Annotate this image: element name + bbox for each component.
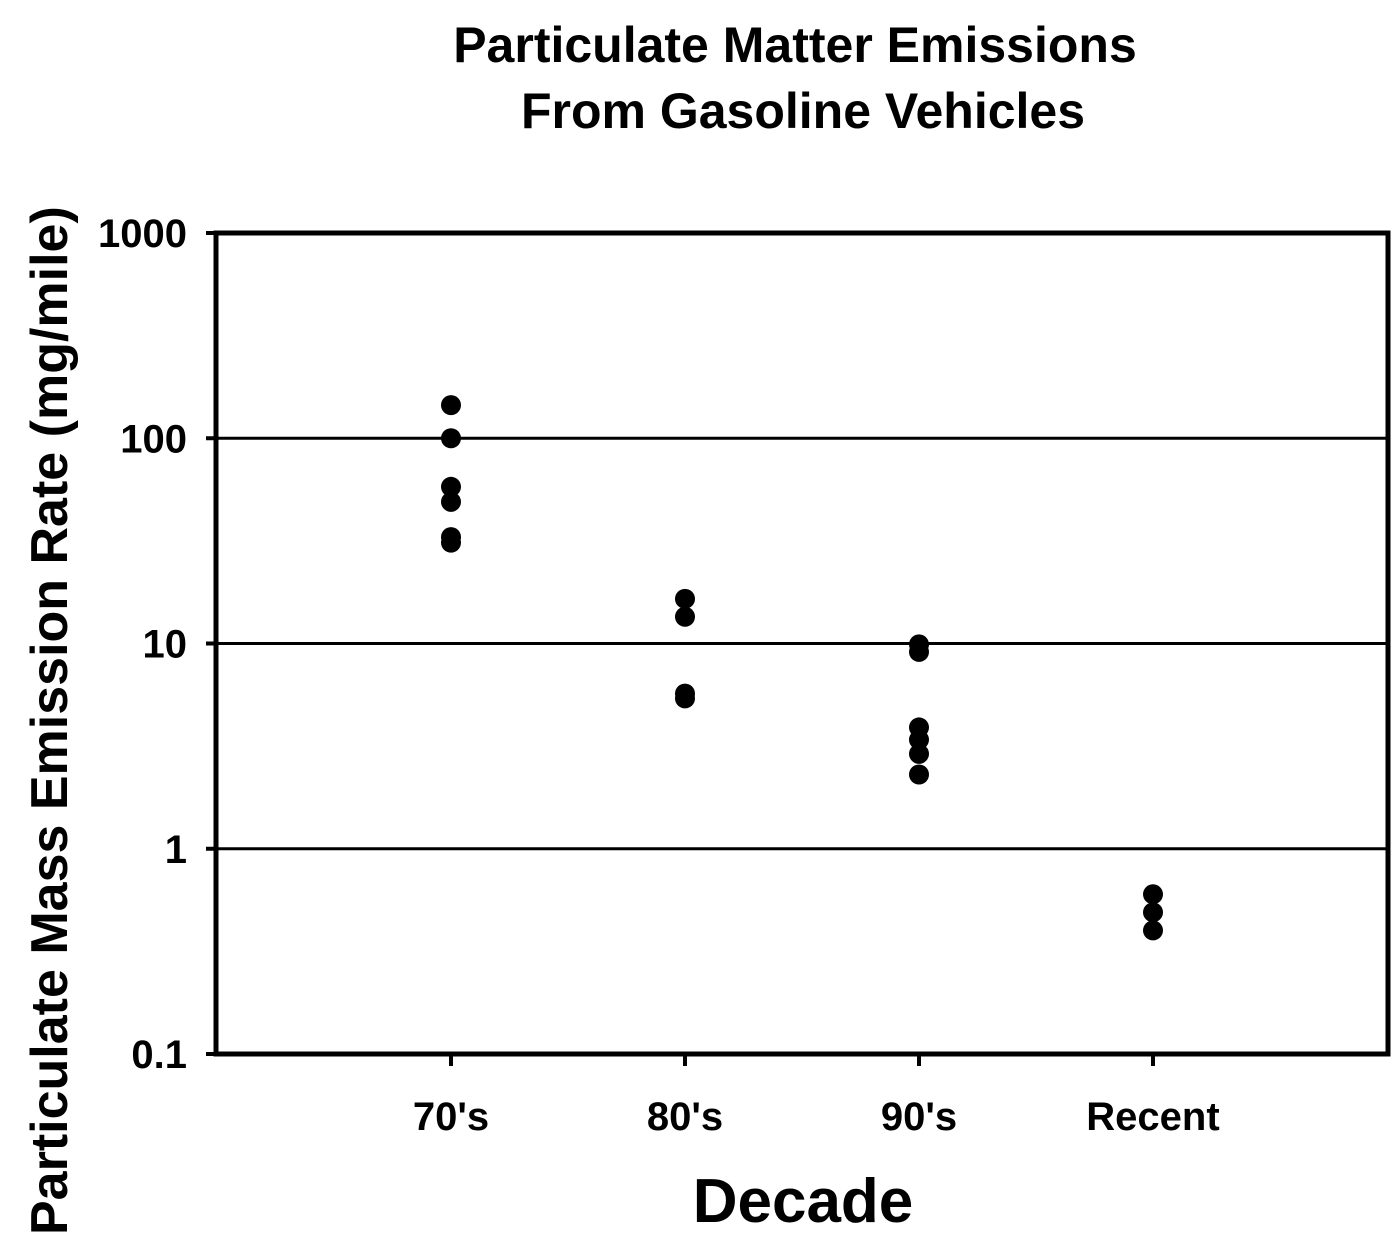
- chart-title: Particulate Matter Emissions From Gasoli…: [453, 17, 1137, 139]
- y-tick-label: 1: [165, 828, 187, 872]
- data-point: [441, 476, 461, 497]
- y-tick-label: 1000: [98, 212, 187, 256]
- data-point: [909, 641, 929, 662]
- data-point: [675, 688, 695, 709]
- y-tick-label: 0.1: [131, 1033, 187, 1077]
- x-tick-label: 70's: [413, 1095, 489, 1139]
- data-points: [441, 395, 1163, 941]
- data-point: [909, 743, 929, 764]
- x-axis-label: Decade: [693, 1167, 914, 1235]
- y-axis-label: Particulate Mass Emission Rate (mg/mile): [21, 206, 79, 1235]
- x-tick-label: Recent: [1086, 1095, 1219, 1139]
- gridlines: [216, 436, 1388, 851]
- x-tick-label: 80's: [647, 1095, 723, 1139]
- data-point: [441, 532, 461, 553]
- data-point: [675, 606, 695, 627]
- chart-title-line-2: From Gasoline Vehicles: [521, 83, 1085, 139]
- data-point: [909, 764, 929, 785]
- x-tick-labels: 70's 80's 90's Recent: [413, 1054, 1220, 1139]
- data-point: [1143, 920, 1163, 941]
- data-point: [1143, 884, 1163, 905]
- data-point: [909, 729, 929, 750]
- chart-title-line-1: Particulate Matter Emissions: [453, 17, 1137, 73]
- data-point: [1143, 902, 1163, 923]
- y-tick-label: 10: [143, 623, 188, 667]
- data-point: [675, 588, 695, 609]
- data-point: [441, 428, 461, 449]
- x-tick-label: 90's: [881, 1095, 957, 1139]
- y-tick-labels: 0.1 1 10 100 1000: [98, 212, 216, 1077]
- y-tick-label: 100: [120, 417, 187, 461]
- data-point: [441, 491, 461, 512]
- data-point: [441, 395, 461, 416]
